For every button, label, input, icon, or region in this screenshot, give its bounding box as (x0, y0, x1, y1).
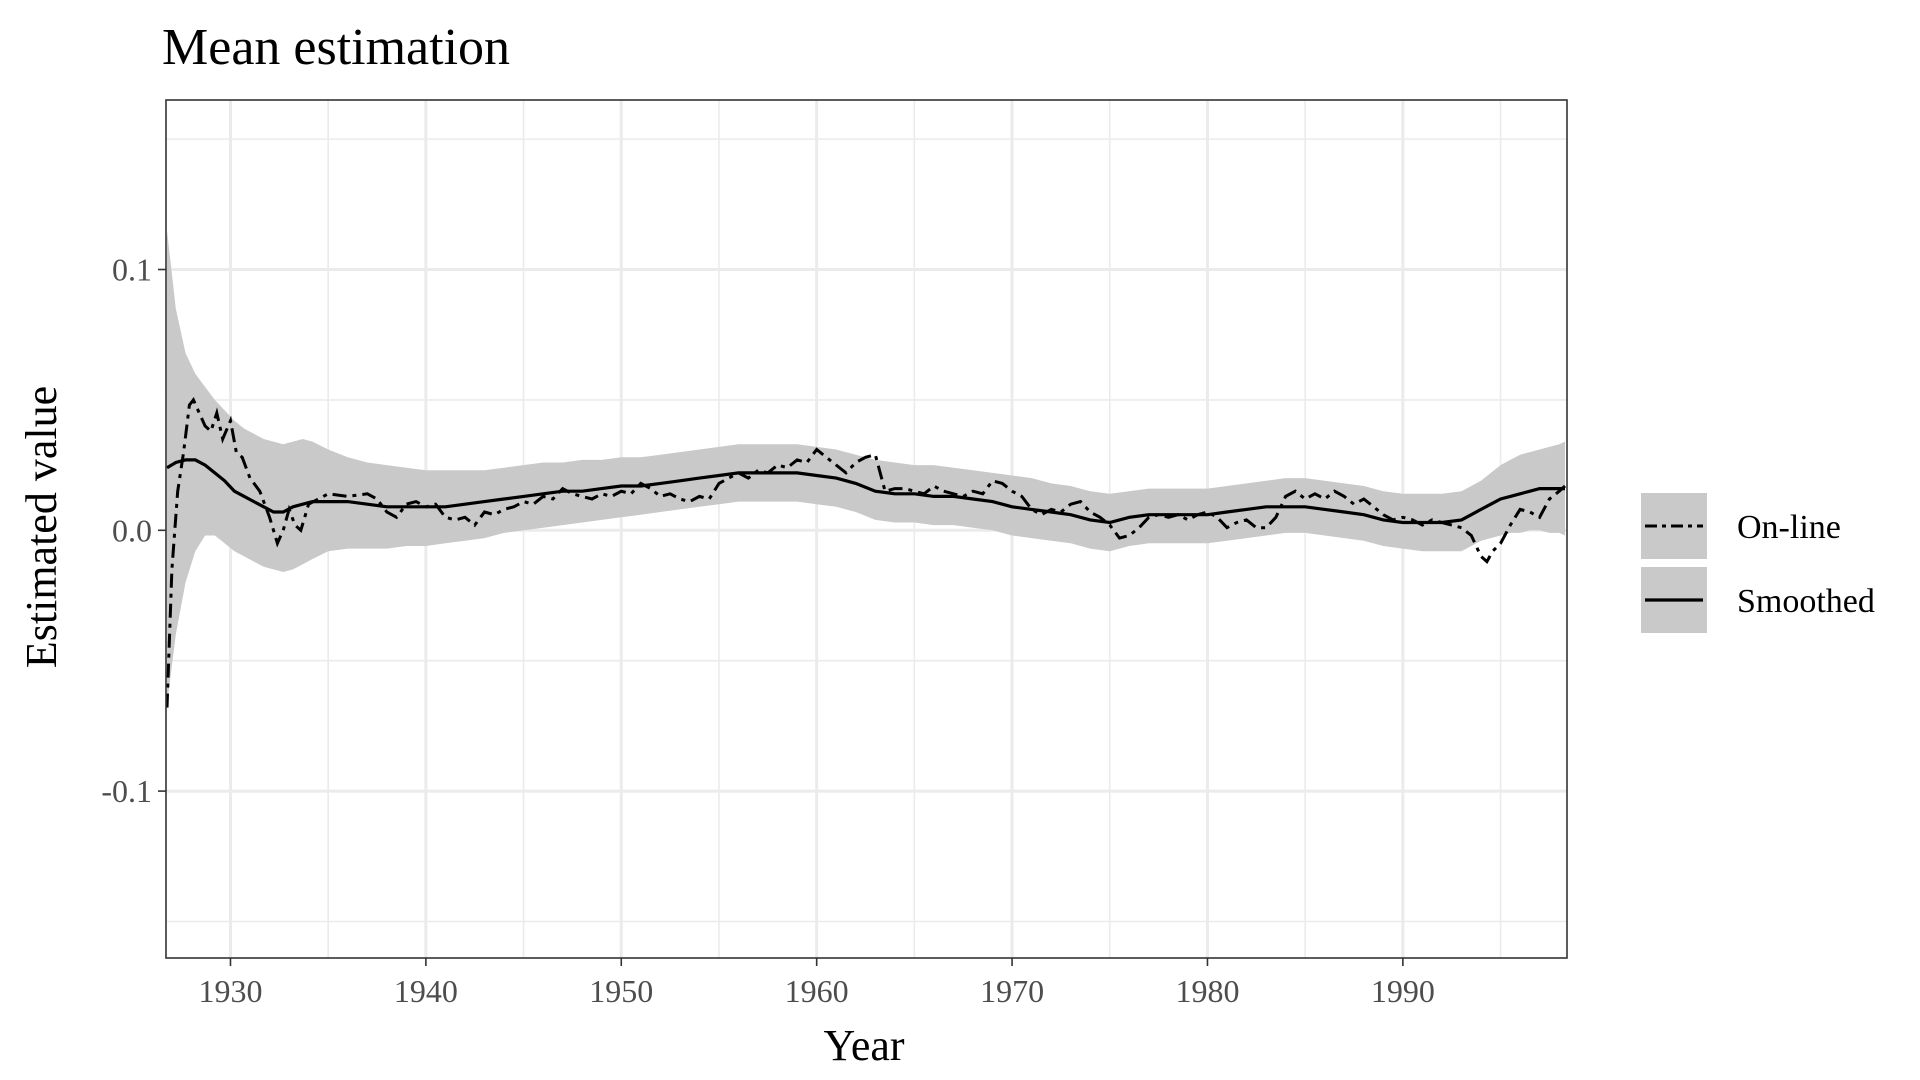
y-axis: -0.1 0.0 0.1 (101, 252, 166, 809)
chart-title: Mean estimation (162, 19, 510, 76)
x-tick-label: 1930 (198, 973, 262, 1009)
panel-border (165, 99, 1568, 959)
legend-label-smoothed: Smoothed (1737, 583, 1875, 620)
plot-panel (165, 99, 1568, 959)
x-tick-label: 1940 (394, 973, 458, 1009)
x-tick-label: 1950 (589, 973, 653, 1009)
y-tick-label: 0.0 (112, 512, 152, 548)
series-line-on-line (165, 396, 1567, 708)
y-tick-label: -0.1 (101, 773, 152, 809)
x-axis-title: Year (823, 1021, 904, 1070)
legend: On-line Smoothed (1641, 493, 1875, 633)
x-tick-label: 1980 (1175, 973, 1239, 1009)
y-tick-label: 0.1 (112, 252, 152, 288)
x-tick-label: 1970 (980, 973, 1044, 1009)
x-tick-label: 1990 (1371, 973, 1435, 1009)
legend-label-on-line: On-line (1737, 509, 1841, 546)
x-axis: 1930 1940 1950 1960 1970 1980 1990 (198, 958, 1435, 1009)
x-tick-label: 1960 (785, 973, 849, 1009)
confidence-band (167, 230, 1565, 705)
series-line-smoothed (166, 458, 1565, 525)
y-axis-title: Estimated value (17, 386, 66, 668)
